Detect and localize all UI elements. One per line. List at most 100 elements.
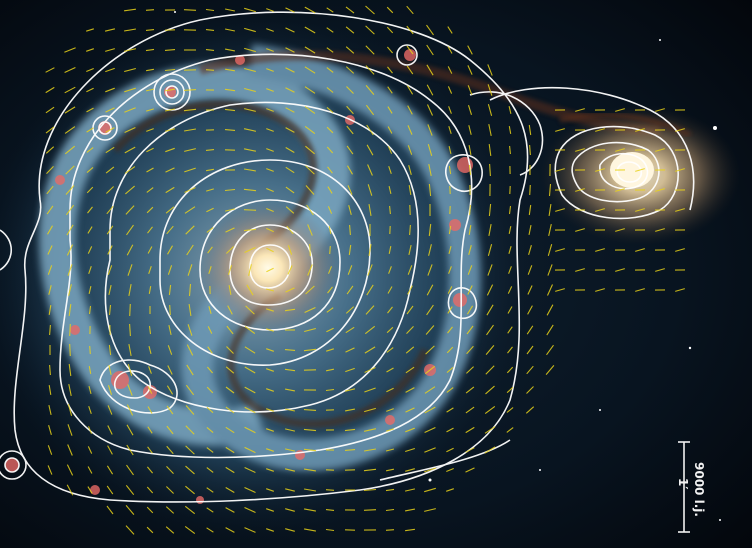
polarization-vector	[87, 246, 93, 254]
polarization-vector	[344, 449, 356, 451]
polarization-vector	[527, 305, 533, 315]
polarization-vector	[108, 364, 112, 376]
polarization-vector	[407, 265, 413, 275]
polarization-vector	[367, 184, 373, 196]
polarization-vector	[528, 204, 532, 216]
polarization-vector	[69, 323, 71, 337]
polarization-vector	[546, 304, 554, 316]
polarization-vector	[364, 448, 376, 452]
polarization-vector	[326, 7, 334, 13]
polarization-vector	[286, 225, 294, 235]
star-forming-regions	[5, 49, 473, 504]
polarization-vector	[206, 168, 214, 172]
polarization-vector	[346, 285, 354, 295]
polarization-vector	[107, 445, 113, 455]
polarization-vector	[367, 264, 373, 276]
polarization-vector	[266, 408, 274, 412]
polarization-vector	[426, 24, 434, 36]
polarization-vector	[447, 326, 453, 334]
polarization-vector	[595, 288, 605, 292]
polarization-vector	[506, 427, 514, 433]
polarization-vector	[506, 366, 514, 374]
polarization-vector	[125, 505, 135, 515]
polarization-vector	[385, 448, 395, 452]
polarization-vector	[127, 384, 133, 396]
polarization-vector	[405, 366, 415, 374]
polarization-vector	[675, 168, 685, 172]
polarization-vector	[345, 46, 355, 54]
polarization-vector	[145, 29, 155, 31]
polarization-vector	[409, 224, 411, 236]
polarization-vector	[368, 244, 372, 256]
polarization-vector	[425, 345, 435, 355]
polarization-vector	[244, 108, 256, 112]
polarization-vector	[487, 244, 493, 256]
polarization-vector	[125, 205, 135, 215]
polarization-vector	[86, 147, 94, 153]
polarization-vector	[329, 245, 331, 255]
polarization-vector	[448, 106, 452, 114]
polarization-vector	[266, 48, 274, 52]
polarization-vector	[224, 108, 236, 112]
polarization-vector	[46, 166, 54, 174]
polarization-vector	[45, 106, 55, 114]
polarization-vector	[529, 144, 531, 156]
polarization-vector	[309, 243, 311, 257]
polarization-vector	[548, 183, 552, 197]
polarization-vector	[385, 468, 395, 472]
polarization-vector	[465, 447, 475, 453]
polarization-vector	[88, 406, 92, 414]
polarization-vector	[225, 487, 235, 493]
polarization-vector	[206, 386, 214, 394]
polarization-vector	[244, 47, 256, 53]
polarization-vector	[89, 345, 91, 355]
polarization-vector	[146, 526, 154, 534]
polarization-vector	[487, 64, 493, 76]
polarization-vector	[307, 264, 313, 276]
polarization-vector	[185, 225, 195, 235]
polarization-vector	[303, 448, 317, 452]
polarization-vector	[266, 348, 274, 352]
polarization-vector	[446, 447, 454, 453]
polarization-vector	[108, 344, 112, 356]
polarization-vector	[305, 165, 315, 175]
polarization-vector	[305, 145, 315, 155]
polarization-vector	[548, 204, 552, 216]
polarization-vector	[388, 185, 392, 195]
polarization-vector	[46, 185, 54, 195]
polarization-vector	[225, 527, 235, 533]
polarization-vector	[446, 387, 454, 393]
polarization-vector	[87, 446, 93, 454]
polarization-vector	[446, 407, 454, 413]
polarization-vector	[266, 267, 274, 273]
polarization-vector	[305, 185, 315, 195]
polarization-vector	[363, 428, 377, 432]
polarization-vector	[107, 425, 113, 435]
polarization-vector	[366, 124, 374, 136]
polarization-vector	[304, 488, 316, 492]
polarization-vector	[406, 65, 414, 75]
polarization-vector	[486, 324, 494, 336]
polarization-vector	[446, 427, 454, 433]
polarization-vector	[244, 168, 256, 172]
polarization-vector	[146, 466, 154, 474]
polarization-vector	[466, 345, 474, 355]
polarization-vector	[484, 426, 496, 434]
polarization-vector	[386, 408, 394, 412]
polarization-vector	[488, 203, 492, 217]
polarization-vector	[185, 384, 195, 396]
polarization-vector	[183, 9, 197, 11]
polarization-vector	[426, 84, 434, 96]
polarization-vector	[146, 187, 154, 193]
polarization-vector	[363, 468, 377, 472]
scale-bar-angle-label: 1′	[676, 478, 690, 490]
polarization-vector	[285, 388, 295, 392]
polarization-vector	[126, 404, 134, 416]
polarization-vector	[205, 49, 215, 51]
polarization-vector	[448, 165, 452, 175]
polarization-vector	[88, 305, 92, 315]
polarization-vector	[305, 285, 315, 295]
polarization-vector	[185, 465, 195, 475]
polarization-vector	[266, 8, 274, 12]
polarization-vector	[87, 426, 93, 434]
